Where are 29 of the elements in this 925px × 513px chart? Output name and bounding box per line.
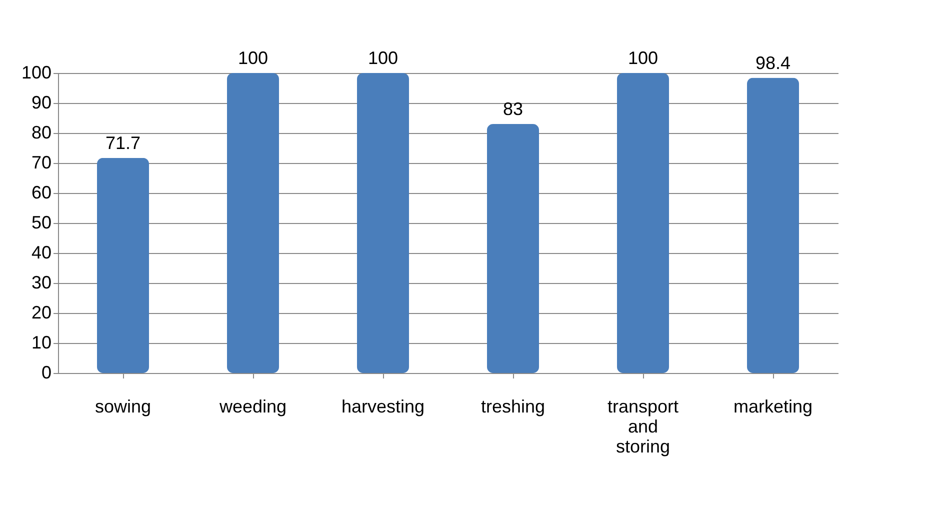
data-label: 71.7: [105, 132, 141, 153]
y-tick-label: 100: [21, 62, 52, 82]
y-tick-label: 10: [31, 332, 52, 352]
bar: [227, 73, 279, 373]
x-tick-label: weeding: [218, 396, 287, 416]
data-label: 100: [368, 48, 398, 68]
data-label: 98.4: [755, 52, 791, 73]
y-tick-label: 90: [31, 92, 52, 112]
bar: [617, 73, 669, 373]
bar: [487, 124, 539, 373]
bar: [357, 73, 409, 373]
y-tick-label: 70: [31, 152, 52, 172]
y-tick-label: 20: [31, 302, 52, 322]
y-tick-label: 50: [31, 212, 52, 232]
x-tick-label: marketing: [733, 396, 813, 416]
y-tick-label: 30: [31, 272, 52, 292]
data-label: 100: [238, 48, 268, 68]
y-tick-label: 0: [41, 362, 52, 382]
x-tick-label: harvesting: [341, 396, 425, 416]
data-label: 83: [502, 99, 524, 119]
bar: [97, 158, 149, 373]
data-label: 100: [628, 48, 658, 68]
y-tick-label: 60: [31, 182, 52, 202]
y-tick-label: 80: [31, 122, 52, 142]
x-tick-label: sowing: [94, 396, 152, 416]
x-tick-label: transport and storing: [607, 396, 679, 456]
bar: [747, 78, 799, 373]
x-tick-label: treshing: [480, 396, 546, 416]
y-tick-label: 40: [31, 242, 52, 262]
